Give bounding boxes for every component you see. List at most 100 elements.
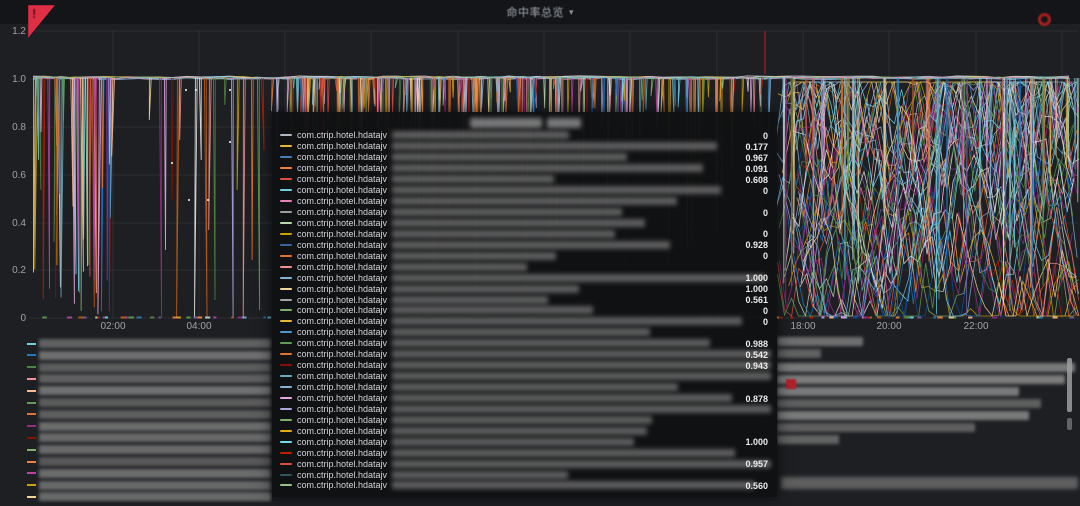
legend-item[interactable]: [777, 399, 1041, 408]
series-name-blurred: [392, 284, 580, 293]
tooltip-series-row: com.ctrip.hotel.hdatajv 0: [280, 130, 771, 141]
legend-item[interactable]: [27, 421, 271, 431]
series-name-blurred: [392, 426, 648, 435]
legend-item[interactable]: [777, 411, 1029, 420]
legend-bottom-bar-blurred: [781, 477, 1078, 489]
tooltip-series-row: com.ctrip.hotel.hdatajv 0.928: [280, 239, 771, 250]
legend-item[interactable]: [27, 492, 271, 502]
tooltip-timestamp-blurred: [280, 115, 771, 130]
series-name: com.ctrip.hotel.hdatajv: [297, 316, 388, 327]
series-name-blurred: [392, 437, 635, 446]
y-tick-label: 0.2: [12, 265, 26, 276]
tooltip-series-row: com.ctrip.hotel.hdatajv: [280, 403, 771, 414]
series-color-dash-icon: [280, 254, 292, 257]
legend-item[interactable]: [27, 409, 271, 419]
legend-item[interactable]: [27, 350, 271, 360]
series-color-dash-icon: [27, 342, 36, 345]
series-name-blurred: [392, 273, 766, 282]
legend-item[interactable]: [27, 457, 271, 466]
legend-item[interactable]: [777, 375, 1065, 384]
series-color-dash-icon: [27, 354, 36, 357]
tooltip-series-row: com.ctrip.hotel.hdatajv 0.878: [280, 393, 771, 404]
tooltip-series-row: com.ctrip.hotel.hdatajv 0: [280, 207, 771, 218]
series-name: com.ctrip.hotel.hdatajv: [297, 349, 388, 360]
series-color-dash-icon: [280, 221, 292, 224]
panel-title[interactable]: 命中率总览: [506, 7, 564, 19]
series-name: com.ctrip.hotel.hdatajv: [297, 261, 388, 272]
series-name: com.ctrip.hotel.hdatajv: [297, 414, 388, 425]
series-color-dash-icon: [27, 448, 36, 451]
hover-tooltip: com.ctrip.hotel.hdatajv 0 com.ctrip.hotel.…: [272, 112, 777, 497]
alert-circle-icon[interactable]: [1038, 13, 1051, 26]
legend-scrollbar-thumb[interactable]: [1067, 358, 1072, 412]
legend-item[interactable]: [27, 445, 271, 455]
legend-text-blurred: [39, 433, 271, 443]
series-name: com.ctrip.hotel.hdatajv: [297, 163, 388, 174]
legend-item[interactable]: [27, 433, 271, 443]
series-color-dash-icon: [280, 342, 292, 345]
series-name-blurred: [392, 262, 528, 271]
tooltip-series-row: com.ctrip.hotel.hdatajv: [280, 425, 771, 436]
tooltip-series-row: com.ctrip.hotel.hdatajv 0: [280, 228, 771, 239]
series-value: 0.878: [745, 393, 768, 404]
series-name-blurred: [392, 415, 652, 424]
legend-item[interactable]: [777, 387, 1019, 396]
legend-item[interactable]: [27, 374, 271, 384]
tooltip-series-row: com.ctrip.hotel.hdatajv: [280, 447, 771, 458]
series-color-dash-icon: [280, 375, 292, 378]
series-name-blurred: [392, 481, 756, 490]
series-name: com.ctrip.hotel.hdatajv: [297, 458, 388, 469]
legend-text-blurred: [39, 339, 271, 348]
legend-item[interactable]: [27, 468, 271, 478]
series-value: 0.928: [745, 240, 768, 251]
series-value: 0.608: [745, 174, 768, 185]
tooltip-series-row: com.ctrip.hotel.hdatajv 0.988: [280, 338, 771, 349]
tooltip-series-row: com.ctrip.hotel.hdatajv: [280, 371, 771, 382]
series-name: com.ctrip.hotel.hdatajv: [297, 239, 388, 250]
series-color-dash-icon: [280, 156, 292, 159]
series-color-dash-icon: [280, 386, 292, 389]
panel-title-bar: 命中率总览 ▾: [0, 0, 1080, 24]
series-name: com.ctrip.hotel.hdatajv: [297, 327, 388, 338]
tooltip-series-row: com.ctrip.hotel.hdatajv 0.957: [280, 458, 771, 469]
legend-item[interactable]: [27, 398, 271, 407]
y-tick-label: 0.8: [12, 122, 26, 133]
legend-item[interactable]: [777, 435, 839, 444]
series-name: com.ctrip.hotel.hdatajv: [297, 371, 388, 382]
legend-text-blurred: [39, 492, 271, 502]
series-color-dash-icon: [280, 145, 292, 148]
legend-item[interactable]: [27, 386, 271, 396]
series-color-dash-icon: [280, 407, 292, 410]
y-tick-label: 0: [20, 313, 26, 324]
legend-item[interactable]: [777, 337, 863, 346]
series-name: com.ctrip.hotel.hdatajv: [297, 272, 388, 283]
series-color-dash-icon: [280, 451, 292, 454]
tooltip-series-row: com.ctrip.hotel.hdatajv 0.542: [280, 349, 771, 360]
series-name: com.ctrip.hotel.hdatajv: [297, 185, 388, 196]
series-name-blurred: [392, 459, 771, 468]
legend-item[interactable]: [777, 363, 1075, 372]
legend-item[interactable]: [27, 480, 271, 490]
legend-text-blurred: [777, 387, 1019, 396]
legend-item[interactable]: [27, 362, 271, 372]
tooltip-series-row: com.ctrip.hotel.hdatajv: [280, 261, 771, 272]
series-color-dash-icon: [280, 396, 292, 399]
series-name-blurred: [392, 208, 622, 217]
series-name: com.ctrip.hotel.hdatajv: [297, 436, 388, 447]
legend-item[interactable]: [777, 349, 821, 358]
legend-text-blurred: [39, 468, 271, 478]
tooltip-series-row: com.ctrip.hotel.hdatajv 0.560: [280, 480, 771, 491]
series-name: com.ctrip.hotel.hdatajv: [297, 403, 388, 414]
tooltip-series-row: com.ctrip.hotel.hdatajv 0: [280, 250, 771, 261]
legend-item[interactable]: [777, 423, 975, 432]
legend-text-blurred: [777, 399, 1041, 408]
legend-scrollbar-thumb-small[interactable]: [1067, 418, 1072, 430]
series-color-dash-icon: [280, 200, 292, 203]
series-name: com.ctrip.hotel.hdatajv: [297, 447, 388, 458]
legend-text-blurred: [39, 445, 271, 455]
series-name-blurred: [392, 350, 771, 359]
chevron-down-icon[interactable]: ▾: [568, 6, 574, 17]
series-name-blurred: [392, 383, 678, 392]
legend-item[interactable]: [27, 339, 271, 348]
series-color-dash-icon: [280, 167, 292, 170]
